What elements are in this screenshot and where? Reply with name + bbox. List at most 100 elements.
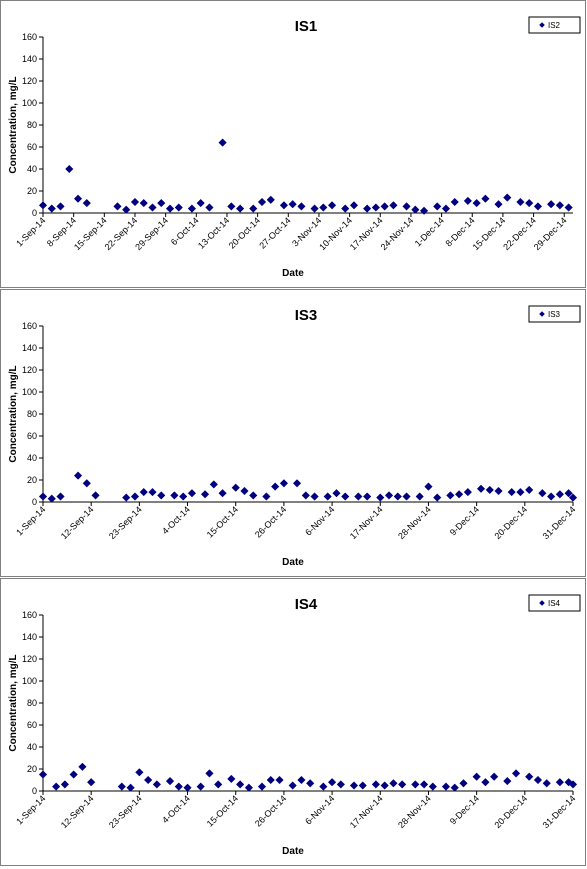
data-point (332, 489, 341, 498)
data-point (389, 779, 398, 788)
x-tick-label: 6-Nov-14 (303, 504, 336, 537)
data-point (327, 778, 337, 787)
data-point (525, 485, 534, 495)
y-tick-label: 60 (27, 431, 37, 441)
data-point (398, 780, 407, 789)
data-point (389, 201, 398, 210)
data-point (354, 492, 363, 501)
data-point (275, 775, 284, 785)
data-point (402, 202, 411, 211)
data-point (472, 198, 481, 208)
data-point (525, 772, 534, 781)
y-axis-title: Concentration, mg/L (8, 365, 19, 462)
legend: IS4 (528, 594, 581, 612)
data-point (249, 491, 258, 500)
x-tick-label: 1-Dec-14 (413, 215, 446, 248)
y-tick-label: 60 (27, 720, 37, 730)
y-tick-label: 140 (22, 632, 37, 642)
data-point (433, 202, 442, 211)
data-point (152, 780, 162, 789)
data-point (139, 198, 148, 208)
data-point (148, 203, 157, 212)
y-tick-label: 120 (22, 76, 37, 86)
data-point (516, 197, 525, 207)
data-point (349, 201, 359, 210)
y-tick-label: 100 (22, 98, 37, 108)
data-point (205, 203, 214, 212)
data-point (157, 491, 166, 500)
data-point (306, 779, 315, 788)
data-point (249, 204, 258, 213)
data-point (60, 780, 70, 789)
x-tick-label: 29-Sep-14 (133, 215, 170, 252)
data-point (511, 769, 521, 778)
x-tick-label: 15-Oct-14 (205, 793, 240, 828)
chart-is3: IS3 0 20 40 60 80 100 120 140 160 1-Sep-14 12-Sep-1… (8, 305, 581, 568)
data-point (122, 493, 131, 502)
x-tick-label: 12-Sep-14 (59, 793, 96, 830)
data-point (297, 775, 306, 785)
data-point (450, 197, 459, 207)
data-point (257, 782, 267, 791)
data-point (424, 482, 433, 491)
chart-title: IS4 (295, 596, 318, 613)
y-tick-label: 140 (22, 343, 37, 353)
data-point (148, 487, 157, 497)
data-point (419, 780, 429, 789)
chart-title: IS1 (295, 18, 318, 35)
data-point (235, 780, 245, 789)
y-tick-label: 160 (22, 321, 37, 331)
data-point (38, 770, 48, 779)
data-point (472, 772, 481, 781)
data-point (82, 479, 91, 488)
data-point (38, 201, 48, 210)
data-point (244, 783, 254, 792)
x-tick-label: 28-Nov-14 (396, 504, 433, 541)
x-axis-title: Date (282, 557, 304, 568)
data-point (476, 484, 486, 493)
data-point (546, 200, 556, 209)
data-point (341, 492, 350, 501)
data-point (481, 778, 490, 787)
y-tick-label: 0 (32, 497, 37, 507)
chart-panel-is1: IS1 0 20 40 60 80 100 120 140 160 1-Sep-14 8-Sep-14… (0, 0, 586, 288)
data-point (126, 783, 135, 792)
chart-title: IS3 (295, 307, 318, 324)
x-tick-label: 4-Oct-14 (160, 504, 192, 536)
x-tick-label: 9-Dec-14 (448, 793, 481, 826)
data-point (187, 489, 197, 498)
data-point (187, 204, 197, 213)
data-point (196, 782, 205, 791)
data-point (209, 480, 218, 489)
data-point (279, 201, 289, 210)
data-point (555, 490, 565, 499)
data-point (235, 204, 245, 213)
y-tick-label: 40 (27, 742, 37, 752)
data-point (441, 204, 451, 213)
data-point (446, 491, 455, 500)
data-point (525, 198, 534, 208)
data-point (380, 781, 389, 790)
data-point (227, 202, 236, 211)
data-point (419, 206, 429, 215)
data-point (494, 486, 503, 496)
data-point (218, 489, 227, 498)
data-point (174, 203, 183, 212)
data-point (503, 776, 512, 786)
y-tick-label: 0 (32, 208, 37, 218)
x-tick-label: 1-Sep-14 (14, 215, 47, 248)
data-point (362, 492, 372, 501)
chart-is1: IS10204060801001201401601-Sep-148-Sep-14… (8, 16, 581, 279)
data-point (411, 780, 420, 789)
data-point (384, 491, 394, 500)
data-point (82, 198, 91, 208)
x-tick-label: 6-Nov-14 (303, 793, 336, 826)
data-point (507, 487, 516, 497)
data-point (538, 489, 547, 498)
x-tick-label: 9-Dec-14 (448, 504, 481, 537)
y-tick-label: 140 (22, 54, 37, 64)
y-tick-label: 120 (22, 654, 37, 664)
x-tick-label: 26-Oct-14 (253, 793, 288, 828)
data-point (139, 487, 148, 497)
y-tick-label: 20 (27, 186, 37, 196)
